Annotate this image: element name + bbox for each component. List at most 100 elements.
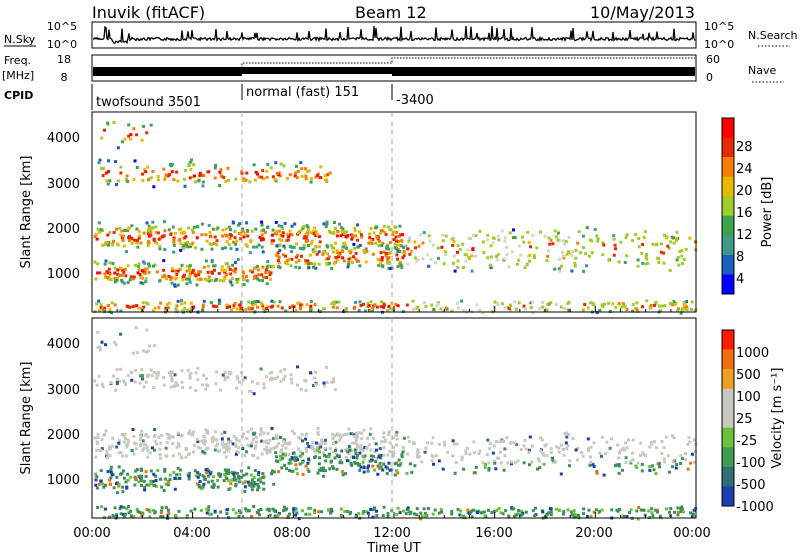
- power-cell: [187, 226, 191, 230]
- power-cell: [625, 308, 629, 311]
- power-cell: [400, 265, 404, 269]
- nsearch-tick-top: 10^5: [704, 20, 734, 33]
- power-cell: [110, 301, 114, 305]
- velocity-cell: [202, 435, 206, 438]
- velocity-cell: [387, 433, 391, 436]
- velocity-cell: [309, 446, 313, 450]
- velocity-cell: [476, 511, 479, 514]
- power-cell: [129, 137, 133, 141]
- velocity-cell: [212, 438, 216, 441]
- power-cell: [685, 305, 689, 309]
- power-cell: [128, 305, 132, 309]
- power-cell: [541, 305, 545, 309]
- power-cell: [631, 302, 635, 306]
- power-cell: [141, 281, 145, 285]
- velocity-cell: [202, 373, 206, 377]
- velocity-cell: [559, 472, 563, 476]
- velocity-cell: [174, 381, 178, 385]
- power-cell: [690, 300, 694, 304]
- velocity-cell: [669, 507, 673, 510]
- power-cell: [414, 246, 417, 250]
- power-cell: [250, 229, 254, 233]
- power-cell: [280, 225, 284, 228]
- power-cell: [527, 241, 531, 245]
- velocity-cell: [94, 472, 98, 476]
- velocity-cell: [272, 437, 275, 441]
- power-cell: [408, 252, 412, 256]
- velocity-cell: [247, 483, 251, 487]
- power-cell: [284, 309, 288, 313]
- velocity-cell: [242, 473, 246, 477]
- power-cell: [98, 230, 102, 234]
- power-cbar-tick-28: 28: [736, 140, 753, 155]
- power-cell: [145, 267, 149, 271]
- power-cell: [260, 220, 264, 224]
- velocity-cell: [624, 460, 628, 464]
- power-cell: [617, 302, 621, 306]
- power-cell: [118, 226, 122, 230]
- power-cell: [415, 306, 419, 310]
- power-cell: [203, 277, 207, 281]
- velocity-cell: [144, 443, 148, 447]
- power-cell: [225, 234, 229, 238]
- velocity-cell: [589, 445, 593, 449]
- power-cell: [229, 272, 233, 276]
- power-cell: [286, 238, 290, 242]
- velocity-cell: [96, 345, 100, 349]
- velocity-cell: [629, 508, 633, 512]
- velocity-cell: [574, 448, 578, 452]
- velocity-cell: [675, 463, 678, 467]
- power-cell: [260, 223, 264, 227]
- power-cell: [101, 174, 105, 177]
- power-cell: [271, 175, 275, 179]
- velocity-cell: [464, 452, 468, 456]
- velocity-cell: [111, 514, 115, 517]
- power-cell: [598, 308, 602, 312]
- velocity-cell: [227, 488, 231, 492]
- velocity-cell: [304, 388, 308, 392]
- velocity-cell: [479, 511, 483, 515]
- power-cell: [131, 305, 135, 309]
- velocity-cell: [306, 461, 310, 465]
- power-cell: [478, 308, 482, 312]
- velocity-cell: [549, 447, 553, 451]
- velocity-cell: [690, 514, 694, 518]
- velocity-cell: [118, 379, 122, 383]
- velocity-cell: [265, 441, 269, 445]
- power-cell: [179, 242, 183, 246]
- velocity-cell: [382, 462, 386, 466]
- power-cell: [474, 254, 477, 258]
- power-cell: [364, 247, 368, 251]
- velocity-cell: [610, 508, 614, 512]
- velocity-cell: [587, 449, 590, 453]
- velocity-cell: [349, 432, 353, 436]
- power-cell: [317, 250, 321, 254]
- power-cell: [111, 262, 115, 265]
- velocity-cell: [98, 449, 102, 453]
- power-cell: [294, 171, 298, 175]
- power-cell: [194, 274, 198, 278]
- nsky-tick-bottom: 10^0: [47, 38, 77, 51]
- velocity-cell: [650, 464, 654, 468]
- power-cell: [247, 300, 251, 304]
- power-cell: [492, 305, 496, 309]
- velocity-cell: [95, 475, 99, 478]
- power-cell: [179, 302, 183, 306]
- velocity-cell: [304, 512, 308, 516]
- velocity-cell: [132, 452, 136, 456]
- velocity-cell: [304, 447, 308, 450]
- power-cell: [312, 265, 315, 269]
- velocity-cell: [232, 434, 236, 438]
- power-cell: [127, 134, 131, 138]
- power-cell: [172, 178, 176, 182]
- velocity-cell: [662, 446, 666, 450]
- power-cell: [300, 174, 304, 178]
- velocity-cell: [388, 449, 392, 453]
- power-cell: [147, 270, 151, 274]
- power-cell: [324, 225, 328, 229]
- power-cell: [126, 264, 130, 268]
- velocity-cell: [175, 445, 179, 449]
- power-cell: [283, 246, 287, 250]
- velocity-cell: [138, 381, 142, 385]
- power-cell: [237, 232, 241, 235]
